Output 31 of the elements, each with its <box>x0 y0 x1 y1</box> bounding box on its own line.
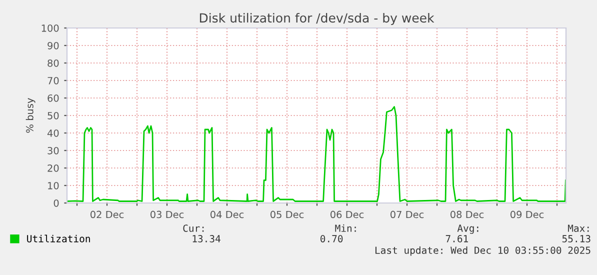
y-tick-label: 10 <box>48 182 59 190</box>
text: 55.13 <box>562 235 590 242</box>
text: Cur: <box>183 224 204 232</box>
y-tick-label: 30 <box>48 146 59 154</box>
x-tick-label: 05 Dec <box>270 210 304 218</box>
text: 0.70 <box>320 235 343 242</box>
x-tick-label: 04 Dec <box>210 210 244 218</box>
y-tick-label: 100 <box>42 24 59 32</box>
x-tick-label: 03 Dec <box>150 210 184 218</box>
y-tick-label: 60 <box>48 94 59 102</box>
y-tick-label: 40 <box>47 129 59 137</box>
y-axis-title: % busy <box>26 98 36 133</box>
text: Avg: <box>457 224 478 234</box>
y-tick-label: 70 <box>48 76 59 84</box>
x-tick-label: 07 Dec <box>390 210 424 218</box>
y-tick-label: 90 <box>48 42 59 50</box>
chart-title: Disk utilization for /dev/sda - by week <box>200 12 434 26</box>
x-tick-label: 09 Dec <box>510 210 544 218</box>
y-tick-label: 80 <box>48 59 59 67</box>
legend-label: Utilization <box>27 234 90 242</box>
x-tick-label: 08 Dec <box>450 210 484 218</box>
text: Min: <box>335 224 356 232</box>
x-tick-label: 02 Dec <box>90 210 124 218</box>
x-tick-label: 06 Dec <box>330 210 364 218</box>
text: Max: <box>568 224 589 232</box>
y-tick-label: 50 <box>48 112 59 120</box>
text: 13.34 <box>192 235 220 242</box>
y-tick-label: 0 <box>54 199 59 207</box>
y-tick-label: 20 <box>48 164 59 172</box>
text: Last update: Wed Dec 10 03:55:00 2025 <box>375 246 590 256</box>
text: 7.61 <box>446 235 468 242</box>
